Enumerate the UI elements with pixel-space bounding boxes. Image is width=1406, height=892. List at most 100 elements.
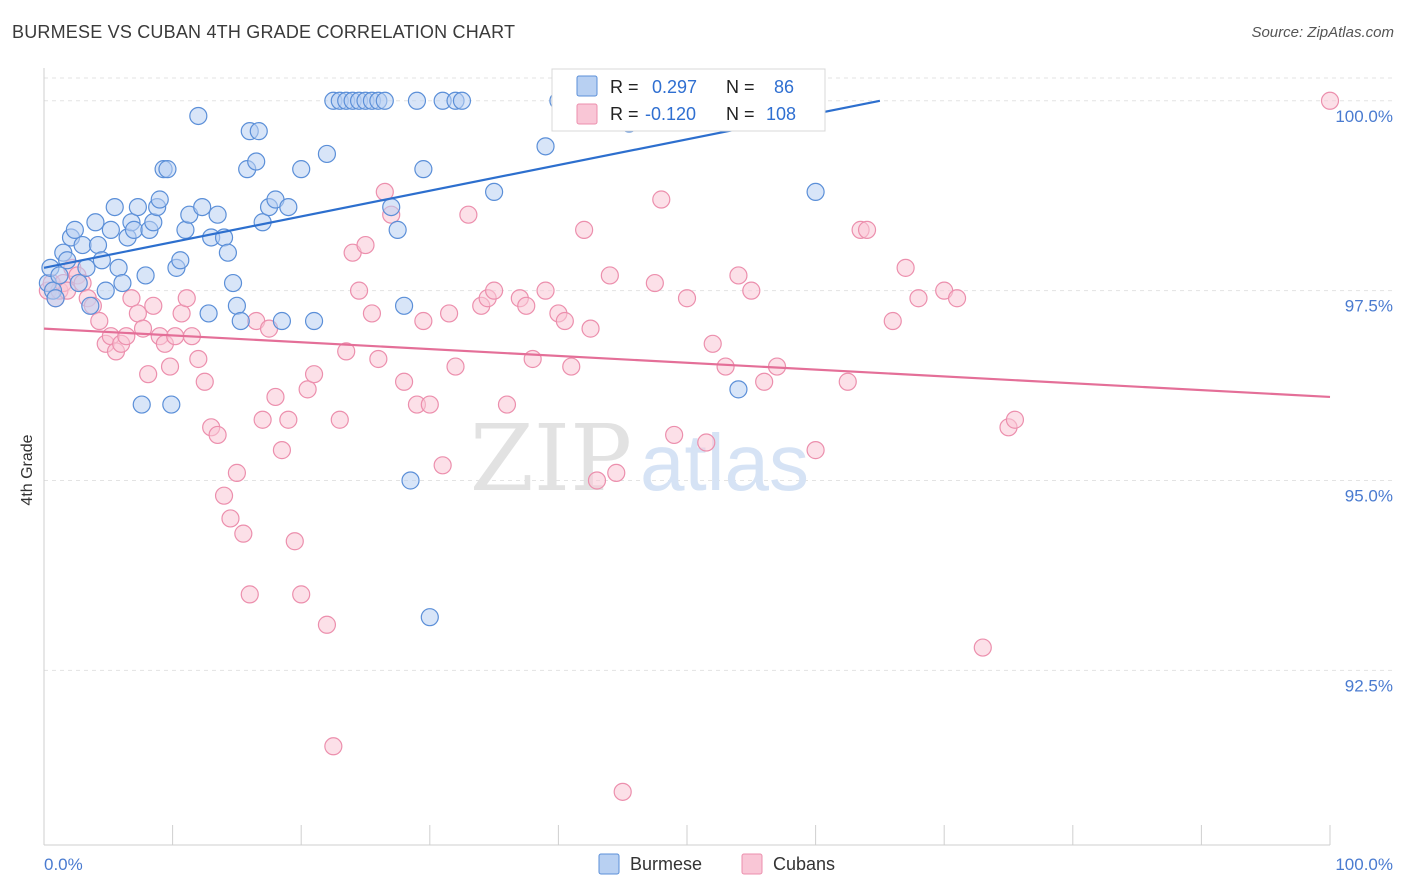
y-tick-label: 97.5% [1345,297,1393,316]
cubans-point [652,190,671,209]
burmese-point [124,220,144,239]
burmese-point [414,160,433,179]
burmese-point [96,281,115,300]
burmese-point [247,152,266,171]
watermark-zip: ZIP [470,405,632,512]
trend-lines [43,99,1331,399]
cubans-point [337,342,356,361]
cubans-point [497,395,517,414]
burmese-point [452,91,472,110]
legend-cubans-swatch [741,853,763,875]
y-axis-title: 4th Grade [19,434,36,505]
cubans-point [298,380,317,399]
burmese-point [171,251,190,270]
burmese-point [144,213,163,232]
stats-cubans-r-value: -0.120 [645,104,696,124]
cubans-point [581,319,600,338]
burmese-point [101,220,120,239]
y-tick-label: 100.0% [1335,107,1393,126]
cubans-point [394,372,414,391]
burmese-point [279,197,298,217]
cubans-point [144,296,163,315]
cubans-point [755,372,774,391]
burmese-point [86,213,105,232]
burmese-point [105,197,124,217]
x-tick-label-max: 100.0% [1335,855,1393,874]
cubans-point [523,349,542,369]
cubans-point [1320,91,1340,110]
cubans-point [272,441,292,460]
legend-burmese-label: Burmese [630,854,702,874]
cubans-point [221,509,240,528]
cubans-point [575,220,594,239]
cubans-point [195,372,214,391]
cubans-point [285,532,304,551]
burmese-point [729,380,748,399]
cubans-point [677,289,697,308]
burmese-point [375,91,394,110]
burmese-point [113,273,132,293]
burmese-point [272,311,292,331]
burmese-point [401,471,420,490]
cubans-point [607,463,626,482]
cubans-point [439,304,459,323]
cubans-point [172,304,191,323]
stats-burmese-r-value: 0.297 [652,77,697,97]
stats-cubans-n-label: N = [726,104,755,124]
stats-burmese-swatch [576,75,598,97]
chart-title: BURMESE VS CUBAN 4TH GRADE CORRELATION C… [12,22,516,42]
cubans-point [600,266,619,285]
cubans-point [189,349,208,369]
cubans-point [806,441,825,460]
cubans-point [446,357,465,376]
cubans-point [324,737,343,756]
axes [43,68,1331,846]
cubans-point [896,258,915,277]
cubans-point [613,782,632,801]
burmese-point [193,197,212,217]
watermark: ZIP atlas [470,405,809,512]
legend-burmese-swatch [598,853,620,875]
cubans-point [555,311,574,331]
stats-cubans-n-value: 108 [766,104,796,124]
burmese-point [536,137,555,156]
cubans-point [349,281,369,300]
burmese-point [58,251,77,270]
cubans-point [240,585,259,604]
burmese-point [199,304,218,323]
legend: Burmese Cubans [598,853,835,875]
cubans-point [857,220,877,239]
burmese-point [292,160,311,179]
burmese-point [420,608,439,627]
cubans-trend-line [43,327,1331,399]
cubans-point [128,304,147,323]
burmese-point [81,296,100,315]
cubans-point [362,304,382,323]
burmese-point [128,197,147,217]
cubans-point [317,615,337,634]
burmese-point [158,160,177,179]
burmese-point [304,311,324,331]
cubans-point [279,410,298,429]
burmese-point [317,144,337,164]
burmese-point [46,289,65,308]
cubans-point [645,273,664,293]
cubans-point [160,357,180,376]
burmese-point [69,273,88,293]
burmese-point [407,91,427,110]
burmese-point [136,266,155,285]
burmese-point [50,266,69,285]
burmese-point [249,122,268,141]
cubans-point [304,365,324,384]
cubans-point [697,433,716,452]
cubans-point [292,585,311,604]
cubans-point [665,425,684,445]
cubans-point [266,387,285,407]
stats-burmese-n-value: 86 [774,77,794,97]
cubans-point [587,471,607,490]
burmese-point [150,190,169,209]
stats-burmese-n-label: N = [726,77,755,97]
cubans-point [356,235,375,255]
burmese-points [38,91,825,627]
